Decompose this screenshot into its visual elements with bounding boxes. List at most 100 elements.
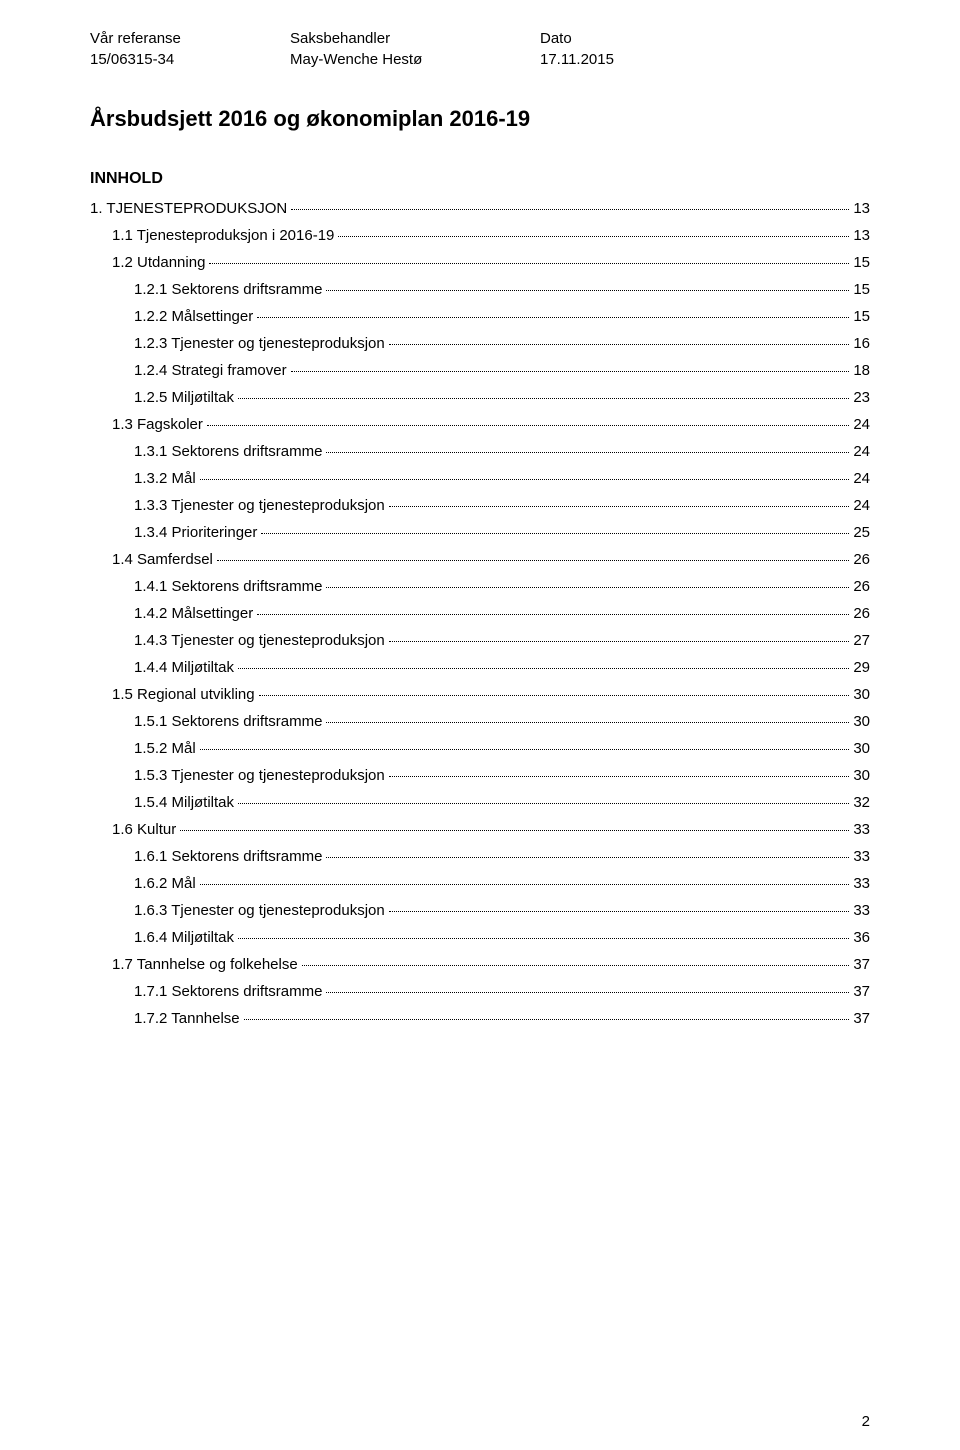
toc-label: 1.2.5 Miljøtiltak	[134, 389, 234, 406]
toc-entry: 1.3.3 Tjenester og tjenesteproduksjon 24	[90, 497, 870, 514]
toc-dots	[326, 857, 849, 858]
toc-entry: 1.6.3 Tjenester og tjenesteproduksjon33	[90, 902, 870, 919]
toc-label: 1.4.3 Tjenester og tjenesteproduksjon	[134, 632, 385, 649]
toc-entry: 1.5 Regional utvikling 30	[90, 686, 870, 703]
toc-entry: 1.4.4 Miljøtiltak29	[90, 659, 870, 676]
toc-entry: 1.3 Fagskoler24	[90, 416, 870, 433]
toc-entry: 1.2 Utdanning 15	[90, 254, 870, 271]
toc-label: 1.5.2 Mål	[134, 740, 196, 757]
toc-page: 25	[853, 524, 870, 541]
toc-entry: 1.6 Kultur33	[90, 821, 870, 838]
toc-entry: 1.6.1 Sektorens driftsramme33	[90, 848, 870, 865]
toc-dots	[326, 452, 849, 453]
toc-label: 1.3 Fagskoler	[112, 416, 203, 433]
header-date-label: Dato	[540, 30, 690, 47]
header-labels-row: Vår referanse Saksbehandler Dato	[90, 30, 870, 47]
toc-dots	[238, 803, 849, 804]
header-values-row: 15/06315-34 May-Wenche Hestø 17.11.2015	[90, 51, 870, 68]
toc-entry: 1.4.3 Tjenester og tjenesteproduksjon27	[90, 632, 870, 649]
toc-page: 32	[853, 794, 870, 811]
toc-dots	[389, 911, 850, 912]
toc-entry: 1.1 Tjenesteproduksjon i 2016-1913	[90, 227, 870, 244]
toc-dots	[389, 641, 850, 642]
toc-dots	[326, 722, 849, 723]
table-of-contents: 1. TJENESTEPRODUKSJON 13 1.1 Tjenesteprodu…	[90, 200, 870, 1027]
toc-label: 1.3.1 Sektorens driftsramme	[134, 443, 322, 460]
toc-label: 1.2.1 Sektorens driftsramme	[134, 281, 322, 298]
toc-page: 15	[853, 281, 870, 298]
toc-page: 13	[853, 200, 870, 217]
toc-page: 33	[853, 821, 870, 838]
toc-label: 1. TJENESTEPRODUKSJON	[90, 200, 287, 217]
toc-dots	[200, 479, 850, 480]
header-reference-label: Vår referanse	[90, 30, 290, 47]
toc-label: 1.2.2 Målsettinger	[134, 308, 253, 325]
toc-dots	[389, 344, 850, 345]
toc-label: 1.7 Tannhelse og folkehelse	[112, 956, 298, 973]
toc-entry: 1.4 Samferdsel 26	[90, 551, 870, 568]
toc-dots	[261, 533, 849, 534]
toc-entry: 1.6.2 Mål33	[90, 875, 870, 892]
toc-dots	[209, 263, 849, 264]
toc-entry: 1.2.2 Målsettinger 15	[90, 308, 870, 325]
toc-dots	[291, 209, 849, 210]
header-handler-value: May-Wenche Hestø	[290, 51, 540, 68]
toc-page: 30	[853, 713, 870, 730]
toc-entry: 1.5.1 Sektorens driftsramme 30	[90, 713, 870, 730]
toc-label: 1.4.1 Sektorens driftsramme	[134, 578, 322, 595]
toc-entry: 1.3.2 Mål 24	[90, 470, 870, 487]
toc-label: 1.2.3 Tjenester og tjenesteproduksjon	[134, 335, 385, 352]
toc-page: 26	[853, 578, 870, 595]
toc-entry: 1.2.5 Miljøtiltak 23	[90, 389, 870, 406]
toc-label: 1.3.2 Mål	[134, 470, 196, 487]
toc-dots	[244, 1019, 850, 1020]
toc-page: 24	[853, 443, 870, 460]
toc-dots	[338, 236, 849, 237]
toc-label: 1.4 Samferdsel	[112, 551, 213, 568]
toc-page: 18	[853, 362, 870, 379]
toc-dots	[302, 965, 850, 966]
toc-dots	[389, 506, 850, 507]
toc-label: 1.7.1 Sektorens driftsramme	[134, 983, 322, 1000]
toc-label: 1.1 Tjenesteproduksjon i 2016-19	[112, 227, 334, 244]
toc-label: 1.5.1 Sektorens driftsramme	[134, 713, 322, 730]
header-handler-label: Saksbehandler	[290, 30, 540, 47]
toc-dots	[257, 614, 849, 615]
header-reference-value: 15/06315-34	[90, 51, 290, 68]
toc-entry: 1.2.4 Strategi framover18	[90, 362, 870, 379]
toc-page: 15	[853, 254, 870, 271]
toc-dots	[200, 749, 850, 750]
toc-dots	[238, 668, 849, 669]
toc-page: 26	[853, 605, 870, 622]
toc-dots	[238, 938, 849, 939]
page-number: 2	[862, 1413, 870, 1430]
toc-dots	[207, 425, 849, 426]
toc-entry: 1.2.1 Sektorens driftsramme 15	[90, 281, 870, 298]
toc-label: 1.7.2 Tannhelse	[134, 1010, 240, 1027]
toc-label: 1.5 Regional utvikling	[112, 686, 255, 703]
toc-dots	[217, 560, 849, 561]
toc-label: 1.2 Utdanning	[112, 254, 205, 271]
toc-dots	[291, 371, 850, 372]
toc-page: 16	[853, 335, 870, 352]
toc-label: 1.6.4 Miljøtiltak	[134, 929, 234, 946]
toc-label: 1.3.4 Prioriteringer	[134, 524, 257, 541]
toc-label: 1.3.3 Tjenester og tjenesteproduksjon	[134, 497, 385, 514]
toc-dots	[200, 884, 850, 885]
toc-page: 24	[853, 497, 870, 514]
toc-page: 23	[853, 389, 870, 406]
toc-entry: 1.5.3 Tjenester og tjenesteproduksjon30	[90, 767, 870, 784]
toc-dots	[259, 695, 850, 696]
toc-dots	[257, 317, 849, 318]
toc-entry: 1.7.2 Tannhelse37	[90, 1010, 870, 1027]
toc-entry: 1.7 Tannhelse og folkehelse37	[90, 956, 870, 973]
toc-page: 29	[853, 659, 870, 676]
toc-page: 24	[853, 470, 870, 487]
toc-page: 33	[853, 902, 870, 919]
toc-entry: 1.4.2 Målsettinger26	[90, 605, 870, 622]
toc-page: 26	[853, 551, 870, 568]
toc-entry: 1.7.1 Sektorens driftsramme37	[90, 983, 870, 1000]
toc-dots	[326, 290, 849, 291]
toc-page: 15	[853, 308, 870, 325]
toc-page: 30	[853, 686, 870, 703]
